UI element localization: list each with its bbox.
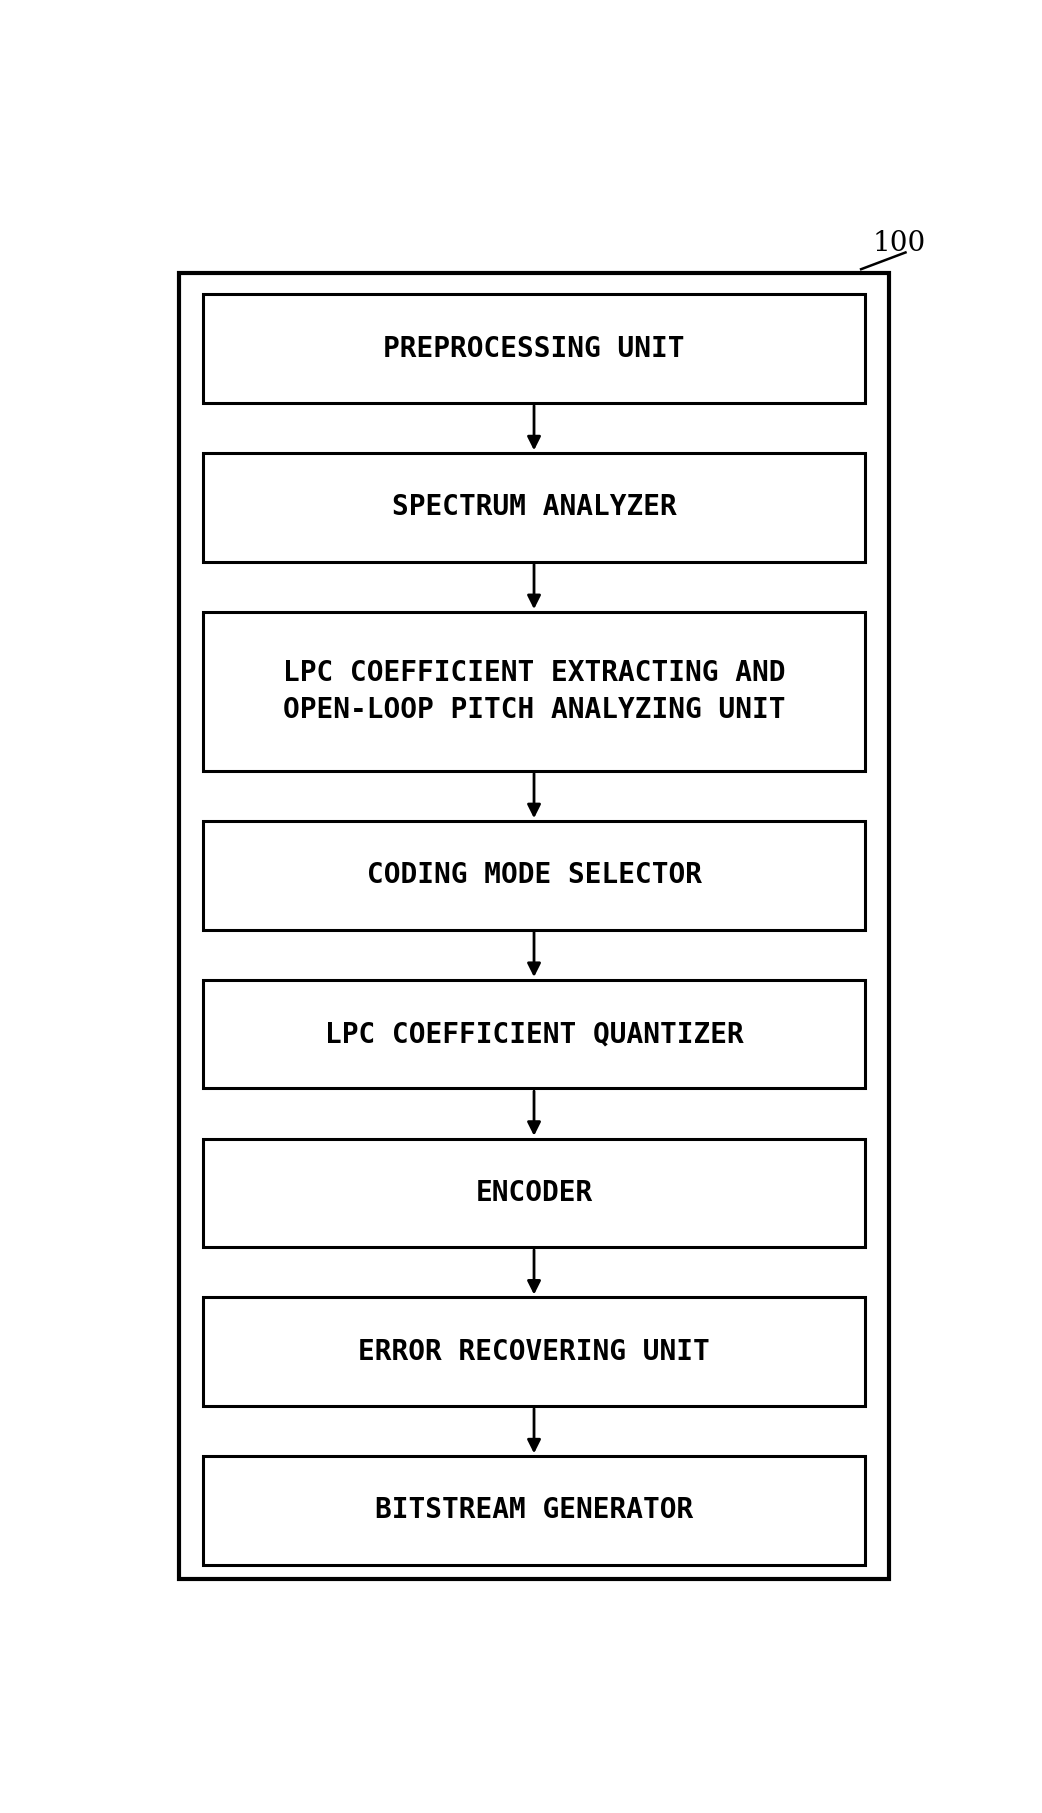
Text: LPC COEFFICIENT EXTRACTING AND
OPEN-LOOP PITCH ANALYZING UNIT: LPC COEFFICIENT EXTRACTING AND OPEN-LOOP… xyxy=(282,658,786,723)
Bar xyxy=(179,274,889,1579)
Text: SPECTRUM ANALYZER: SPECTRUM ANALYZER xyxy=(392,493,676,522)
Bar xyxy=(203,1139,865,1247)
Text: ERROR RECOVERING UNIT: ERROR RECOVERING UNIT xyxy=(358,1338,710,1365)
Text: PREPROCESSING UNIT: PREPROCESSING UNIT xyxy=(383,335,685,363)
Bar xyxy=(203,821,865,930)
Text: BITSTREAM GENERATOR: BITSTREAM GENERATOR xyxy=(375,1496,693,1525)
Text: 100: 100 xyxy=(872,230,925,257)
Bar xyxy=(203,979,865,1088)
Bar xyxy=(203,453,865,562)
Text: LPC COEFFICIENT QUANTIZER: LPC COEFFICIENT QUANTIZER xyxy=(325,1021,743,1048)
Bar xyxy=(203,1298,865,1405)
Text: CODING MODE SELECTOR: CODING MODE SELECTOR xyxy=(367,861,701,888)
Bar xyxy=(203,294,865,402)
Text: ENCODER: ENCODER xyxy=(475,1178,593,1207)
Bar xyxy=(203,613,865,771)
Bar xyxy=(203,1456,865,1565)
